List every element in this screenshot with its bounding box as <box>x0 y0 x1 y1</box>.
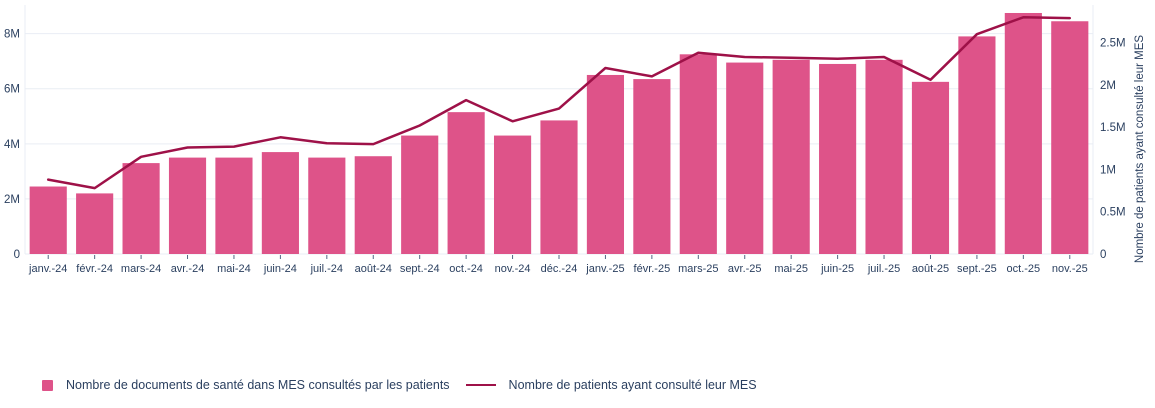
x-tick-label: avr.-24 <box>171 263 205 275</box>
bar-févr.-25[interactable] <box>633 79 671 254</box>
right-y-tick-label: 2.5M <box>1100 38 1126 50</box>
bar-sept.-24[interactable] <box>401 135 439 254</box>
x-tick-label: juin-24 <box>263 263 297 275</box>
bar-août-25[interactable] <box>911 81 950 254</box>
bar-swatch-icon <box>42 379 53 391</box>
left-y-tick-label: 6M <box>4 84 20 96</box>
x-tick-label: avr.-25 <box>728 263 762 275</box>
x-tick-label: déc.-24 <box>541 263 578 275</box>
patients-line[interactable] <box>46 16 1072 190</box>
chart-area: janv.-24 févr.-24 mars-24 avr.-24 mai-24 juin… <box>4 5 1146 275</box>
bar-nov.-24[interactable] <box>493 135 532 254</box>
x-tick-label: sept.-25 <box>957 263 997 275</box>
bar-janv.-24[interactable] <box>29 186 67 254</box>
legend-label-documents: Nombre de documents de santé dans MES co… <box>66 378 450 392</box>
x-tick-label: mars-25 <box>678 263 718 275</box>
bar-juil.-25[interactable] <box>865 59 903 255</box>
bar-déc.-24[interactable] <box>540 120 578 254</box>
bar-mars-24[interactable] <box>122 163 160 254</box>
x-tick-label: oct.-24 <box>449 263 483 275</box>
x-tick-label: mai-24 <box>217 263 251 275</box>
x-tick-label: juil.-25 <box>867 263 900 275</box>
left-y-tick-label: 2M <box>4 194 20 206</box>
bar-janv.-25[interactable] <box>586 74 625 254</box>
left-y-tick-label: 8M <box>4 29 20 41</box>
combo-chart: janv.-24 févr.-24 mars-24 avr.-24 mai-24 juin… <box>4 5 1146 275</box>
legend: Nombre de documents de santé dans MES co… <box>42 378 757 392</box>
right-y-tick-label: 1M <box>1100 164 1116 176</box>
line-swatch-icon <box>465 383 496 387</box>
left-y-tick-label: 0 <box>14 249 20 261</box>
x-tick-label: juil.-24 <box>310 263 343 275</box>
bar-oct.-25[interactable] <box>1004 12 1042 254</box>
x-tick-label: oct.-25 <box>1007 263 1041 275</box>
legend-label-patients: Nombre de patients ayant consulté leur M… <box>508 378 757 392</box>
bar-sept.-25[interactable] <box>958 36 996 254</box>
x-tick-label: févr.-25 <box>634 263 671 275</box>
x-tick-label: août-24 <box>355 263 392 275</box>
x-tick-label: mars-24 <box>121 263 161 275</box>
x-tick-label: sept.-24 <box>400 263 440 275</box>
bar-avr.-24[interactable] <box>168 157 207 254</box>
right-axis-title: Nombre de patients ayant consulté leur M… <box>1134 35 1146 264</box>
right-y-tick-label: 0.5M <box>1100 207 1126 219</box>
x-tick-label: janv.-25 <box>585 263 624 275</box>
right-y-tick-label: 1.5M <box>1100 122 1126 134</box>
bar-août-24[interactable] <box>354 156 392 254</box>
x-tick-label: janv.-24 <box>28 263 67 275</box>
bar-oct.-24[interactable] <box>447 112 485 254</box>
bar-mai-24[interactable] <box>215 157 253 254</box>
bar-mai-25[interactable] <box>772 59 810 255</box>
x-tick-label: févr.-24 <box>76 263 113 275</box>
bar-juin-24[interactable] <box>261 152 299 254</box>
bar-févr.-24[interactable] <box>76 193 114 254</box>
x-tick-label: juin-25 <box>820 263 854 275</box>
bar-avr.-25[interactable] <box>726 62 764 255</box>
left-y-tick-label: 4M <box>4 139 20 151</box>
bar-juil.-24[interactable] <box>308 157 346 254</box>
bar-mars-25[interactable] <box>679 54 717 255</box>
bar-juin-25[interactable] <box>819 63 857 255</box>
x-tick-label: nov.-25 <box>1052 263 1088 275</box>
legend-item-documents[interactable]: Nombre de documents de santé dans MES co… <box>42 378 450 392</box>
legend-item-patients[interactable]: Nombre de patients ayant consulté leur M… <box>465 378 757 392</box>
bar-nov.-25[interactable] <box>1051 21 1089 255</box>
x-tick-label: mai-25 <box>774 263 808 275</box>
x-tick-label: nov.-24 <box>495 263 531 275</box>
x-tick-label: août-25 <box>912 263 949 275</box>
right-y-tick-label: 0 <box>1100 249 1106 261</box>
right-y-tick-label: 2M <box>1100 80 1116 92</box>
